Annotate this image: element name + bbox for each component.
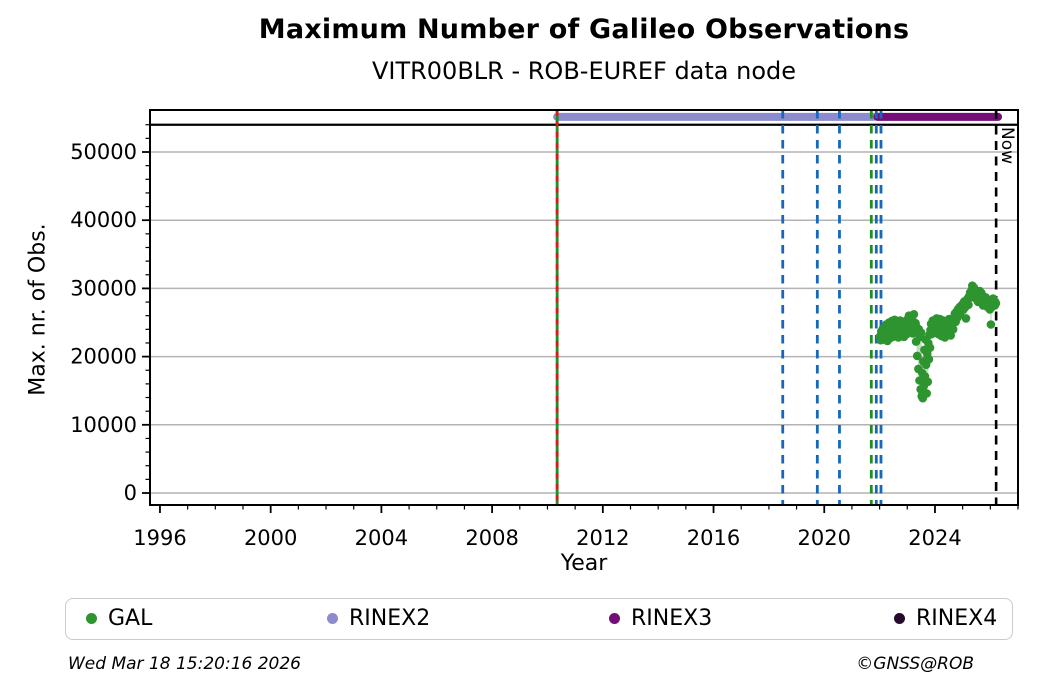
generation-timestamp: Wed Mar 18 15:20:16 2026	[68, 654, 301, 674]
svg-text:2016: 2016	[687, 526, 740, 550]
svg-text:2008: 2008	[465, 526, 518, 550]
y-axis-label: Max. nr. of Obs.	[25, 223, 51, 396]
rinex3-marker-icon	[609, 613, 620, 624]
rinex4-marker-icon	[894, 613, 905, 624]
legend-item-rinex2: RINEX2	[327, 599, 430, 638]
legend-item-rinex4: RINEX4	[894, 599, 997, 638]
legend: GAL RINEX2 RINEX3 RINEX4	[65, 598, 1013, 640]
chart-subtitle: VITR00BLR - ROB-EUREF data node	[371, 57, 797, 85]
copyright-credit: ©GNSS@ROB	[856, 654, 974, 674]
svg-text:2004: 2004	[355, 526, 408, 550]
svg-text:Now: Now	[997, 127, 1017, 164]
gal-marker-icon	[86, 613, 97, 624]
chart-canvas: Now 1996 2000 2004 2008 2012 2016 2020 2024 0 1000…	[70, 109, 1019, 550]
svg-text:30000: 30000	[70, 276, 137, 300]
svg-text:1996: 1996	[133, 526, 186, 550]
svg-text:40000: 40000	[70, 208, 137, 232]
rinex2-marker-icon	[327, 613, 338, 624]
legend-label: GAL	[108, 606, 153, 631]
svg-text:2000: 2000	[244, 526, 297, 550]
legend-label: RINEX4	[916, 606, 998, 631]
legend-item-rinex3: RINEX3	[609, 599, 712, 638]
svg-text:10000: 10000	[70, 413, 137, 437]
svg-text:2012: 2012	[576, 526, 629, 550]
legend-item-gal: GAL	[86, 599, 152, 638]
svg-text:20000: 20000	[70, 345, 137, 369]
legend-label: RINEX3	[631, 606, 713, 631]
svg-text:2020: 2020	[798, 526, 851, 550]
svg-text:50000: 50000	[70, 140, 137, 164]
chart-title: Maximum Number of Galileo Observations	[258, 14, 910, 45]
legend-label: RINEX2	[349, 606, 431, 631]
x-axis-label: Year	[560, 551, 608, 576]
svg-text:2024: 2024	[908, 526, 961, 550]
svg-text:0: 0	[124, 481, 137, 505]
